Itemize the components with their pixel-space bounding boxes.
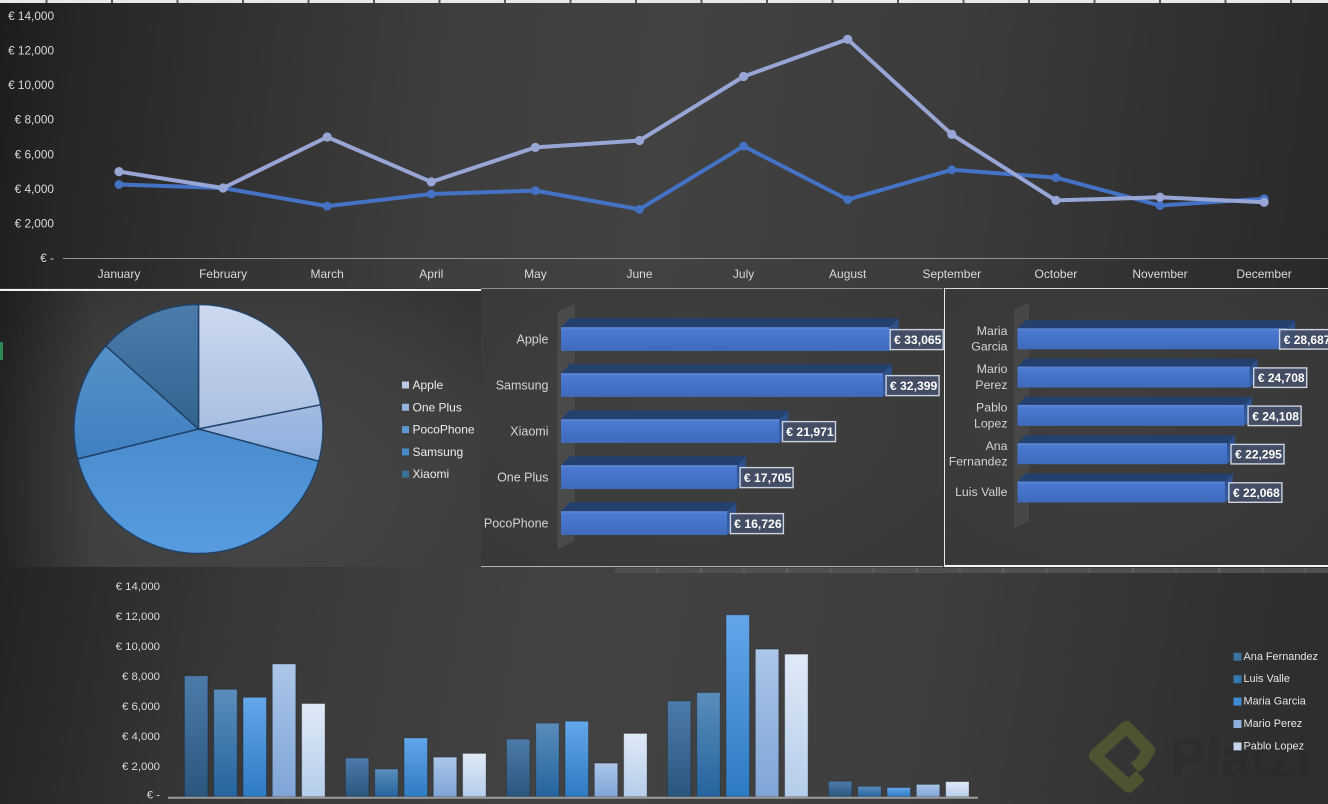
svg-text:€ 14,000: € 14,000 [116,581,160,593]
svg-text:Luis Valle: Luis Valle [955,485,1008,499]
svg-text:Samsung: Samsung [496,379,549,393]
svg-text:€ 21,971: € 21,971 [786,425,834,439]
svg-text:€ 2,000: € 2,000 [15,216,55,230]
svg-text:€ 2,000: € 2,000 [122,761,160,773]
svg-text:January: January [98,267,141,281]
svg-text:€ 8,000: € 8,000 [122,671,160,683]
svg-text:December: December [1236,267,1291,281]
svg-text:€ -: € - [147,790,160,802]
svg-text:Fernandez: Fernandez [949,455,1008,469]
svg-text:PocoPhone: PocoPhone [484,517,549,531]
svg-text:€ 32,399: € 32,399 [890,379,938,393]
svg-text:Maria: Maria [977,324,1008,338]
svg-text:€ 22,295: € 22,295 [1235,448,1282,462]
svg-text:€ 4,000: € 4,000 [15,182,55,196]
svg-text:€ 12,000: € 12,000 [116,611,160,623]
svg-text:Maria Garcia: Maria Garcia [1244,696,1307,708]
svg-text:€ 16,726: € 16,726 [734,517,782,531]
svg-text:Platzi: Platzi [1170,726,1310,789]
svg-text:€ 10,000: € 10,000 [116,641,160,653]
svg-text:Samsung: Samsung [413,445,464,459]
svg-text:€ 14,000: € 14,000 [8,9,54,23]
svg-text:Apple: Apple [413,378,444,392]
svg-text:Mario: Mario [977,362,1008,376]
svg-text:Garcia: Garcia [971,340,1007,354]
svg-text:€ 28,687: € 28,687 [1284,333,1328,347]
svg-text:Luis Valle: Luis Valle [1244,673,1290,685]
svg-text:March: March [311,267,344,281]
svg-text:Pablo: Pablo [976,401,1008,415]
svg-text:€ 6,000: € 6,000 [15,147,55,161]
svg-text:Perez: Perez [975,378,1007,392]
svg-text:Lopez: Lopez [974,416,1008,430]
svg-text:Apple: Apple [517,333,549,347]
svg-text:One Plus: One Plus [497,471,548,485]
svg-text:€ 6,000: € 6,000 [122,701,160,713]
svg-text:€ -: € - [40,251,54,265]
svg-text:One Plus: One Plus [413,400,462,414]
svg-text:August: August [829,267,867,281]
svg-text:Ana Fernandez: Ana Fernandez [1244,651,1318,663]
svg-text:June: June [626,267,652,281]
svg-text:€ 8,000: € 8,000 [15,113,55,127]
svg-text:September: September [922,267,981,281]
svg-text:Ana: Ana [986,439,1008,453]
svg-text:€ 22,068: € 22,068 [1233,486,1280,500]
svg-text:Mario Perez: Mario Perez [1244,718,1303,730]
svg-text:November: November [1132,267,1187,281]
svg-text:€ 24,708: € 24,708 [1258,371,1305,385]
svg-text:€ 33,065: € 33,065 [894,333,942,347]
svg-text:€ 4,000: € 4,000 [122,731,160,743]
svg-text:Xiaomi: Xiaomi [510,425,548,439]
svg-text:July: July [733,267,754,281]
svg-text:€ 17,705: € 17,705 [744,471,792,485]
svg-text:€ 24,108: € 24,108 [1252,409,1299,423]
svg-text:February: February [199,267,247,281]
svg-text:October: October [1035,267,1078,281]
svg-text:PocoPhone: PocoPhone [413,423,475,437]
svg-text:€ 12,000: € 12,000 [8,44,54,58]
svg-text:April: April [419,267,443,281]
svg-text:€ 10,000: € 10,000 [8,78,54,92]
svg-text:Xiaomi: Xiaomi [413,467,450,481]
svg-text:May: May [524,267,547,281]
svg-text:Pablo Lopez: Pablo Lopez [1244,740,1305,752]
